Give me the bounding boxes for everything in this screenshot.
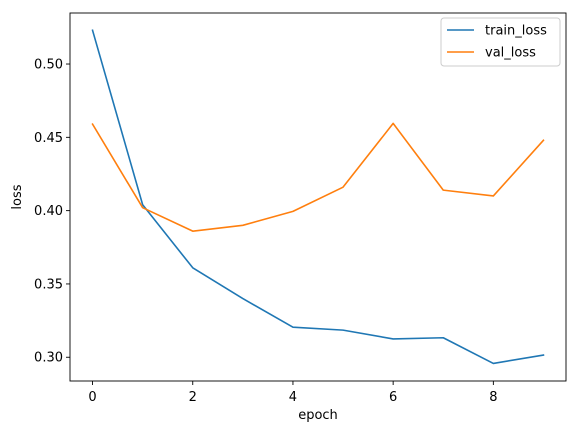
x-axis: 0 2 4 6 8 — [88, 381, 497, 405]
x-axis-label: epoch — [298, 408, 338, 423]
plot-area-frame — [69, 12, 567, 382]
legend: train_loss val_loss — [440, 17, 561, 67]
series-line-val-loss — [91, 122, 545, 232]
legend-entry-label: val_loss — [485, 46, 536, 61]
y-axis: 0.30 0.35 0.40 0.45 0.50 — [34, 58, 70, 366]
y-axis-label: loss — [10, 184, 25, 209]
x-tick-label: 0 — [88, 390, 96, 405]
series-line-train-loss — [91, 29, 545, 365]
x-tick-label: 8 — [489, 390, 497, 405]
x-tick-label: 6 — [389, 390, 397, 405]
x-tick-label: 2 — [189, 390, 197, 405]
series-lines — [91, 29, 545, 365]
x-tick-label: 4 — [289, 390, 297, 405]
y-tick-label: 0.35 — [34, 277, 63, 292]
y-tick-label: 0.30 — [34, 351, 63, 366]
y-tick-label: 0.45 — [34, 131, 63, 146]
y-tick-label: 0.50 — [34, 58, 63, 73]
legend-entry-label: train_loss — [485, 24, 547, 39]
y-tick-label: 0.40 — [34, 204, 63, 219]
